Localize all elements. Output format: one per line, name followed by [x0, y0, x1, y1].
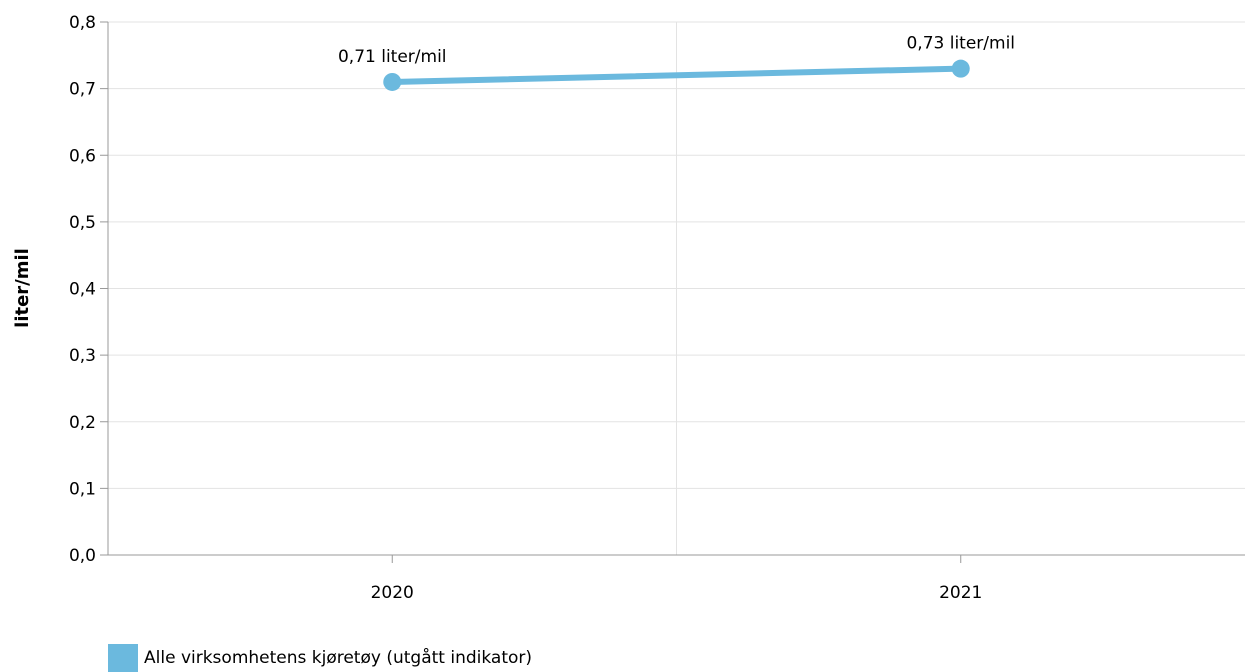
line-chart: 0,0 0,1 0,2 0,3 0,4 0,5 0,6 0,7 0,8 2020 2021 0,7…: [12, 13, 1245, 603]
x-tick-label: 2021: [939, 583, 982, 603]
data-point: [951, 59, 970, 78]
data-point: [383, 72, 402, 91]
legend[interactable]: Alle virksomhetens kjøretøy (utgått indi…: [108, 644, 532, 672]
y-tick-label: 0,3: [69, 346, 96, 366]
legend-label: Alle virksomhetens kjøretøy (utgått indi…: [144, 648, 533, 668]
data-label: 0,71 liter/mil: [338, 47, 447, 67]
axes: [100, 21, 1245, 563]
gridlines: [108, 21, 1245, 555]
y-tick-labels: 0,0 0,1 0,2 0,3 0,4 0,5 0,6 0,7 0,8: [69, 13, 96, 566]
series-line: [389, 65, 964, 85]
series-layer: [383, 59, 970, 91]
y-tick-label: 0,4: [69, 280, 96, 300]
y-tick-label: 0,8: [69, 13, 96, 33]
data-labels: 0,71 liter/mil 0,73 liter/mil: [338, 34, 1015, 67]
y-tick-label: 0,0: [69, 546, 96, 566]
y-axis-title: liter/mil: [12, 248, 33, 328]
x-tick-labels: 2020 2021: [371, 583, 983, 603]
y-tick-label: 0,5: [69, 213, 96, 233]
x-tick-label: 2020: [371, 583, 414, 603]
y-tick-label: 0,7: [69, 80, 96, 100]
legend-swatch: [108, 644, 138, 672]
y-tick-label: 0,2: [69, 413, 96, 433]
y-tick-label: 0,1: [69, 479, 96, 499]
data-label: 0,73 liter/mil: [906, 34, 1015, 54]
y-tick-label: 0,6: [69, 146, 96, 166]
